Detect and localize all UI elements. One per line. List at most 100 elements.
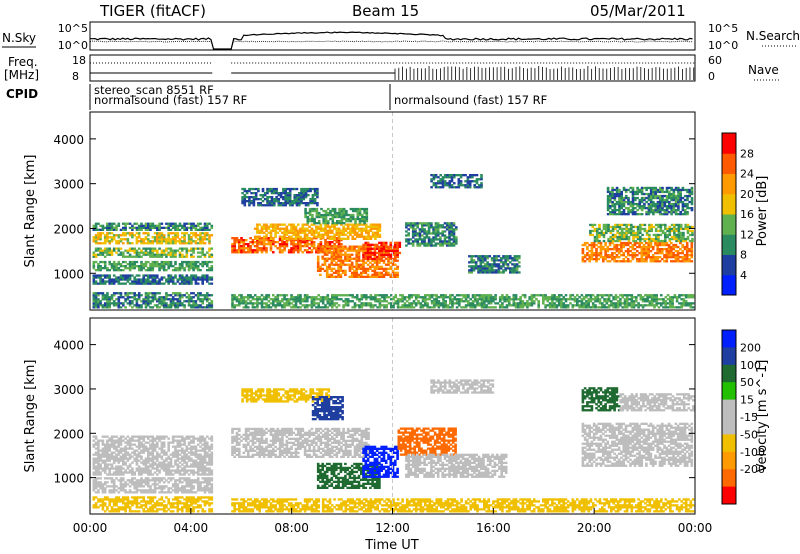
power-cell — [439, 296, 443, 299]
power-cell — [258, 235, 261, 238]
power-cell — [639, 231, 642, 235]
power-cell — [424, 298, 427, 301]
power-cell — [99, 260, 102, 264]
power-cell — [483, 294, 486, 297]
power-cell — [450, 184, 454, 187]
power-cell — [244, 306, 248, 309]
power-cell — [333, 213, 337, 217]
power-cell — [337, 298, 341, 301]
power-cell — [609, 229, 613, 233]
power-cell — [634, 231, 638, 235]
power-cell — [487, 300, 491, 303]
power-cell — [192, 265, 195, 268]
power-cell — [360, 235, 364, 238]
power-cell — [185, 274, 189, 277]
power-cell — [292, 239, 295, 242]
power-cell — [167, 280, 170, 283]
power-cell — [389, 249, 393, 252]
power-cell — [394, 251, 397, 255]
power-cell — [478, 304, 482, 307]
power-cell — [434, 228, 438, 231]
power-cell — [411, 224, 415, 227]
power-cell — [201, 253, 204, 256]
power-cell — [405, 224, 408, 227]
power-cell — [342, 225, 345, 228]
power-cell — [321, 249, 324, 252]
power-cell — [156, 276, 159, 279]
power-cell — [306, 245, 309, 248]
power-cell — [418, 228, 422, 231]
power-cell — [153, 294, 157, 297]
power-cell — [364, 275, 368, 278]
power-cell — [101, 280, 105, 283]
power-cell — [643, 186, 646, 190]
cpid-label: CPID — [6, 87, 38, 101]
power-cell — [661, 241, 664, 245]
power-cell — [265, 229, 268, 232]
power-cell — [268, 187, 272, 191]
power-cell — [355, 235, 359, 238]
power-cell — [617, 250, 621, 253]
power-cell — [269, 225, 273, 228]
power-cell — [624, 200, 628, 204]
power-cell — [396, 243, 399, 246]
power-cell — [661, 243, 664, 247]
power-cell — [682, 237, 685, 241]
power-cell — [242, 241, 246, 244]
power-cell — [665, 209, 669, 212]
power-cell — [365, 220, 369, 223]
power-cell — [458, 298, 461, 301]
power-cell — [355, 271, 358, 274]
power-cell — [267, 294, 271, 297]
power-cell — [350, 263, 354, 266]
power-cell — [673, 233, 676, 237]
power-cell — [206, 224, 209, 227]
power-cell — [366, 257, 370, 261]
power-cell — [476, 304, 479, 307]
power-cell — [262, 227, 266, 230]
power-cell — [277, 192, 281, 195]
power-cell — [149, 300, 152, 303]
power-cell — [338, 215, 341, 219]
power-cell — [169, 276, 173, 279]
power-cell — [290, 302, 293, 305]
power-cell — [682, 233, 685, 237]
power-cell — [369, 296, 373, 299]
power-cell — [676, 252, 680, 255]
power-cell — [688, 192, 691, 196]
power-cell — [503, 296, 506, 299]
power-cell — [611, 213, 614, 216]
power-cell — [174, 240, 177, 243]
power-cell — [248, 189, 251, 193]
power-cell — [270, 196, 274, 199]
power-cell — [661, 200, 664, 204]
power-cell — [290, 247, 293, 250]
power-cell — [683, 254, 687, 257]
power-cell — [576, 300, 579, 303]
power-cell — [171, 242, 175, 245]
power-cell — [238, 294, 241, 297]
power-cell — [384, 271, 388, 274]
power-cell — [613, 209, 617, 212]
power-cell — [471, 302, 475, 305]
power-cell — [590, 252, 594, 255]
power-cell — [532, 294, 536, 297]
power-cell — [418, 232, 422, 235]
power-cell — [269, 235, 273, 238]
power-cell — [153, 232, 157, 235]
power-cell — [683, 205, 687, 208]
power-cell — [317, 294, 320, 297]
power-cell — [668, 186, 671, 190]
power-cell — [668, 196, 671, 200]
noise-search-trace — [89, 40, 693, 50]
power-cell — [151, 265, 155, 268]
power-cell — [119, 306, 123, 309]
power-cell — [304, 202, 308, 205]
power-cell — [254, 194, 258, 197]
power-cell — [663, 211, 667, 214]
power-cell — [242, 298, 246, 301]
power-cell — [464, 298, 468, 301]
power-cell — [128, 249, 132, 252]
power-cell — [592, 254, 596, 257]
power-cell — [457, 174, 461, 177]
